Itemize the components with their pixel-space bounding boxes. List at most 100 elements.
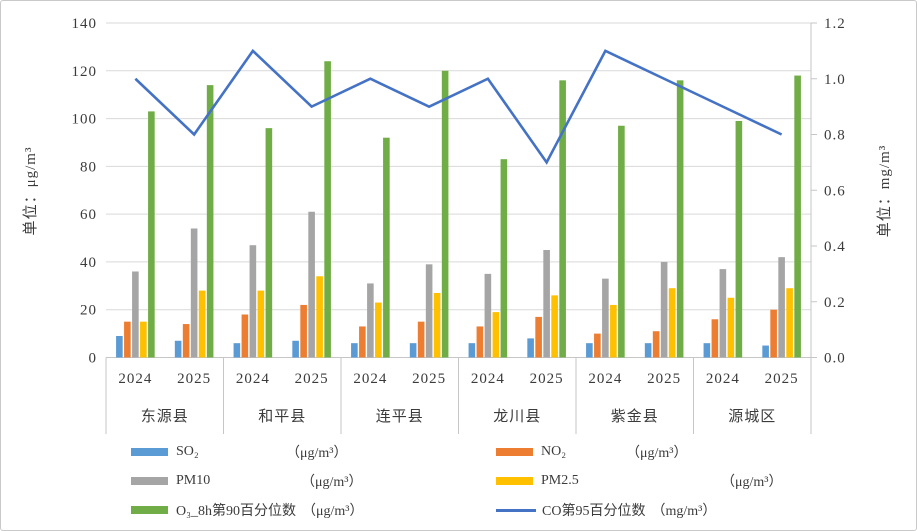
- bar-so-5: [409, 343, 417, 358]
- bar-so-4: [351, 343, 358, 358]
- left-axis-tick-label: 100: [72, 112, 98, 128]
- county-label: 和平县: [258, 408, 306, 425]
- bar-o8h90-5: [441, 70, 449, 358]
- legend-item-no2: NO₂ （μg/m³）: [496, 444, 688, 461]
- bar-pm25-7: [551, 295, 558, 358]
- bar-o8h90-2: [265, 128, 273, 358]
- left-axis-title: 单位：μg/m³: [22, 147, 39, 236]
- bar-so-3: [292, 340, 299, 358]
- year-label: 2025: [295, 371, 329, 387]
- bar-so-11: [762, 345, 769, 358]
- year-label: 2024: [353, 371, 387, 387]
- left-axis-tick-label: 120: [72, 64, 98, 80]
- right-axis-tick-label: 0.6: [824, 183, 846, 199]
- county-label: 东源县: [141, 408, 189, 425]
- bar-so-9: [644, 343, 652, 358]
- legend-swatch-pm10: [131, 477, 168, 485]
- left-axis-tick-label: 0: [89, 351, 98, 367]
- bar-so-1: [174, 340, 182, 358]
- bar-pm10-1: [190, 228, 198, 358]
- bar-o8h90-0: [148, 111, 155, 358]
- bar-no-6: [476, 326, 484, 358]
- legend-unit-pm10: （μg/m³）: [301, 475, 363, 490]
- bar-no-11: [770, 309, 777, 358]
- bar-pm25-2: [257, 290, 265, 358]
- legend-label-pm10: PM10: [176, 473, 211, 488]
- bar-no-9: [652, 331, 660, 358]
- legend-unit-so2: （μg/m³）: [286, 446, 348, 461]
- bar-no-1: [182, 324, 190, 358]
- legend-swatch-no2: [496, 448, 533, 456]
- bar-pm10-6: [484, 273, 492, 358]
- legend-item-o3-8h-p90: O₃_8h第90百分位数 （μg/m³）: [131, 502, 364, 519]
- bar-no-3: [300, 304, 307, 358]
- plot-area: 0 20 40 60 80 100 120 140 0.0 0.2 0.4 0.6 0.8 1.0 1.2 单…: [22, 16, 893, 434]
- bar-no-0: [124, 321, 131, 358]
- legend-unit-no2: （μg/m³）: [626, 446, 688, 461]
- year-label: 2024: [118, 371, 152, 387]
- year-label: 2024: [236, 371, 270, 387]
- bar-o8h90-8: [618, 125, 625, 358]
- bar-o8h90-1: [206, 85, 214, 358]
- left-axis-tick-label: 60: [80, 207, 97, 223]
- legend-unit-co-p95: （mg/m³）: [651, 504, 717, 519]
- bar-pm10-2: [249, 245, 257, 358]
- bar-pm25-5: [433, 292, 441, 358]
- bar-pm25-8: [610, 304, 617, 358]
- bar-pm10-10: [719, 269, 727, 358]
- legend-item-pm10: PM10 （μg/m³）: [131, 473, 363, 490]
- bar-o8h90-10: [735, 120, 743, 358]
- right-axis-tick-label: 0.4: [824, 239, 846, 255]
- legend-swatch-o3-8h-p90: [131, 506, 168, 514]
- legend-label-pm2-5: PM2.5: [541, 473, 579, 488]
- bar-pm25-1: [198, 290, 206, 358]
- bar-pm25-10: [727, 297, 735, 358]
- bar-pm10-11: [778, 257, 785, 358]
- bar-no-8: [594, 333, 601, 358]
- bar-no-5: [417, 321, 425, 358]
- bar-o8h90-6: [500, 159, 508, 358]
- left-axis-tick-label: 40: [80, 255, 97, 271]
- bar-so-2: [233, 343, 241, 358]
- legend-swatch-pm2-5: [496, 477, 533, 485]
- county-label: 源城区: [728, 408, 776, 425]
- bar-pm25-3: [316, 276, 323, 358]
- bar-pm10-0: [132, 271, 139, 358]
- legend-unit-pm2-5: （μg/m³）: [721, 475, 783, 490]
- left-axis-tick-label: 140: [72, 16, 98, 32]
- bar-o8h90-7: [559, 80, 566, 358]
- right-axis-tick-label: 1.2: [824, 16, 846, 32]
- bar-o8h90-9: [676, 80, 684, 358]
- year-label: 2024: [706, 371, 740, 387]
- bar-pm25-9: [668, 288, 676, 358]
- right-axis-tick-label: 0.0: [824, 351, 846, 367]
- bar-no-4: [359, 326, 366, 358]
- county-label: 紫金县: [611, 408, 659, 425]
- county-label: 连平县: [376, 408, 424, 425]
- year-label: 2025: [530, 371, 564, 387]
- bar-pm25-11: [786, 288, 793, 358]
- bar-pm25-0: [140, 321, 147, 358]
- bar-pm10-4: [367, 283, 374, 358]
- left-axis-tick-label: 80: [80, 159, 97, 175]
- bar-no-7: [535, 316, 542, 358]
- year-label: 2025: [177, 371, 211, 387]
- legend-label-no2: NO₂: [541, 444, 567, 459]
- bar-so-8: [586, 343, 593, 358]
- bar-pm10-3: [308, 211, 315, 358]
- legend-swatch-co-p95: [496, 508, 536, 512]
- legend-label-o3-8h-p90: O₃_8h第90百分位数: [176, 504, 296, 519]
- legend-item-pm2-5: PM2.5 （μg/m³）: [496, 473, 783, 490]
- legend-label-co-p95: CO第95百分位数: [542, 504, 646, 519]
- right-axis-title: 单位：mg/m³: [876, 145, 893, 238]
- bar-so-0: [116, 335, 123, 358]
- year-label: 2025: [412, 371, 446, 387]
- legend-unit-o3-8h-p90: （μg/m³）: [302, 504, 364, 519]
- bar-pm10-8: [602, 278, 609, 358]
- bar-o8h90-11: [794, 75, 801, 358]
- year-label: 2025: [765, 371, 799, 387]
- legend-swatch-so2: [131, 448, 168, 456]
- year-label: 2024: [471, 371, 505, 387]
- bar-so-10: [703, 343, 711, 358]
- year-label: 2025: [647, 371, 681, 387]
